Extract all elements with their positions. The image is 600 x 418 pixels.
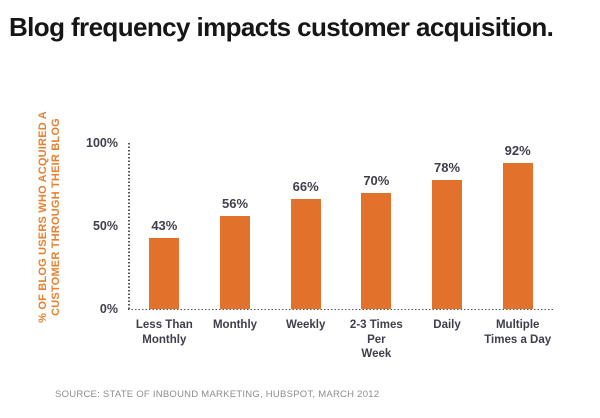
- bar: [220, 216, 250, 309]
- x-axis-category-label: 2-3 Times Per Week: [349, 319, 403, 360]
- bar-column: 66%: [270, 143, 341, 309]
- bars-container: 43% 56% 66% 70% 78% 92%: [129, 143, 553, 309]
- bar: [361, 192, 392, 309]
- plot-area: 43% 56% 66% 70% 78% 92%: [128, 143, 553, 310]
- x-axis-category-label: Less Than Monthly: [135, 319, 193, 346]
- y-tick-label: 100%: [86, 136, 118, 150]
- y-axis-ticks: 100% 50% 0%: [72, 136, 118, 316]
- bar-column: 92%: [482, 143, 553, 309]
- bar-value-label: 70%: [363, 172, 390, 188]
- y-tick-label: 50%: [92, 219, 118, 233]
- x-axis-labels: Less Than Monthly Monthly Weekly 2-3 Times …: [129, 318, 553, 362]
- x-axis-category-label: Monthly: [212, 319, 258, 331]
- bar-value-label: 56%: [221, 196, 249, 212]
- source-note: SOURCE: STATE OF INBOUND MARKETING, HUBS…: [55, 389, 380, 400]
- bar-column: 43%: [129, 143, 200, 309]
- y-axis-title: % OF BLOG USERS WHO ACQUIRED A CUSTOMER …: [37, 111, 62, 323]
- bar-value-label: 78%: [434, 159, 461, 175]
- page-title: Blog frequency impacts customer acquisit…: [9, 12, 554, 42]
- bar-value-label: 43%: [151, 217, 178, 233]
- bar-column: 78%: [412, 143, 483, 309]
- bar-value-label: 66%: [292, 179, 319, 195]
- x-axis-category-label: Daily: [433, 319, 461, 331]
- bar: [149, 237, 180, 309]
- bar: [290, 199, 321, 309]
- y-tick-label: 0%: [99, 302, 118, 316]
- bar-value-label: 92%: [504, 143, 531, 158]
- x-axis-category-label: Multiple Times a Day: [484, 319, 552, 346]
- x-axis-category-label: Weekly: [285, 319, 326, 331]
- bar: [432, 179, 463, 309]
- bar-column: 56%: [200, 143, 271, 309]
- bar-column: 70%: [341, 143, 412, 309]
- bar: [502, 163, 533, 309]
